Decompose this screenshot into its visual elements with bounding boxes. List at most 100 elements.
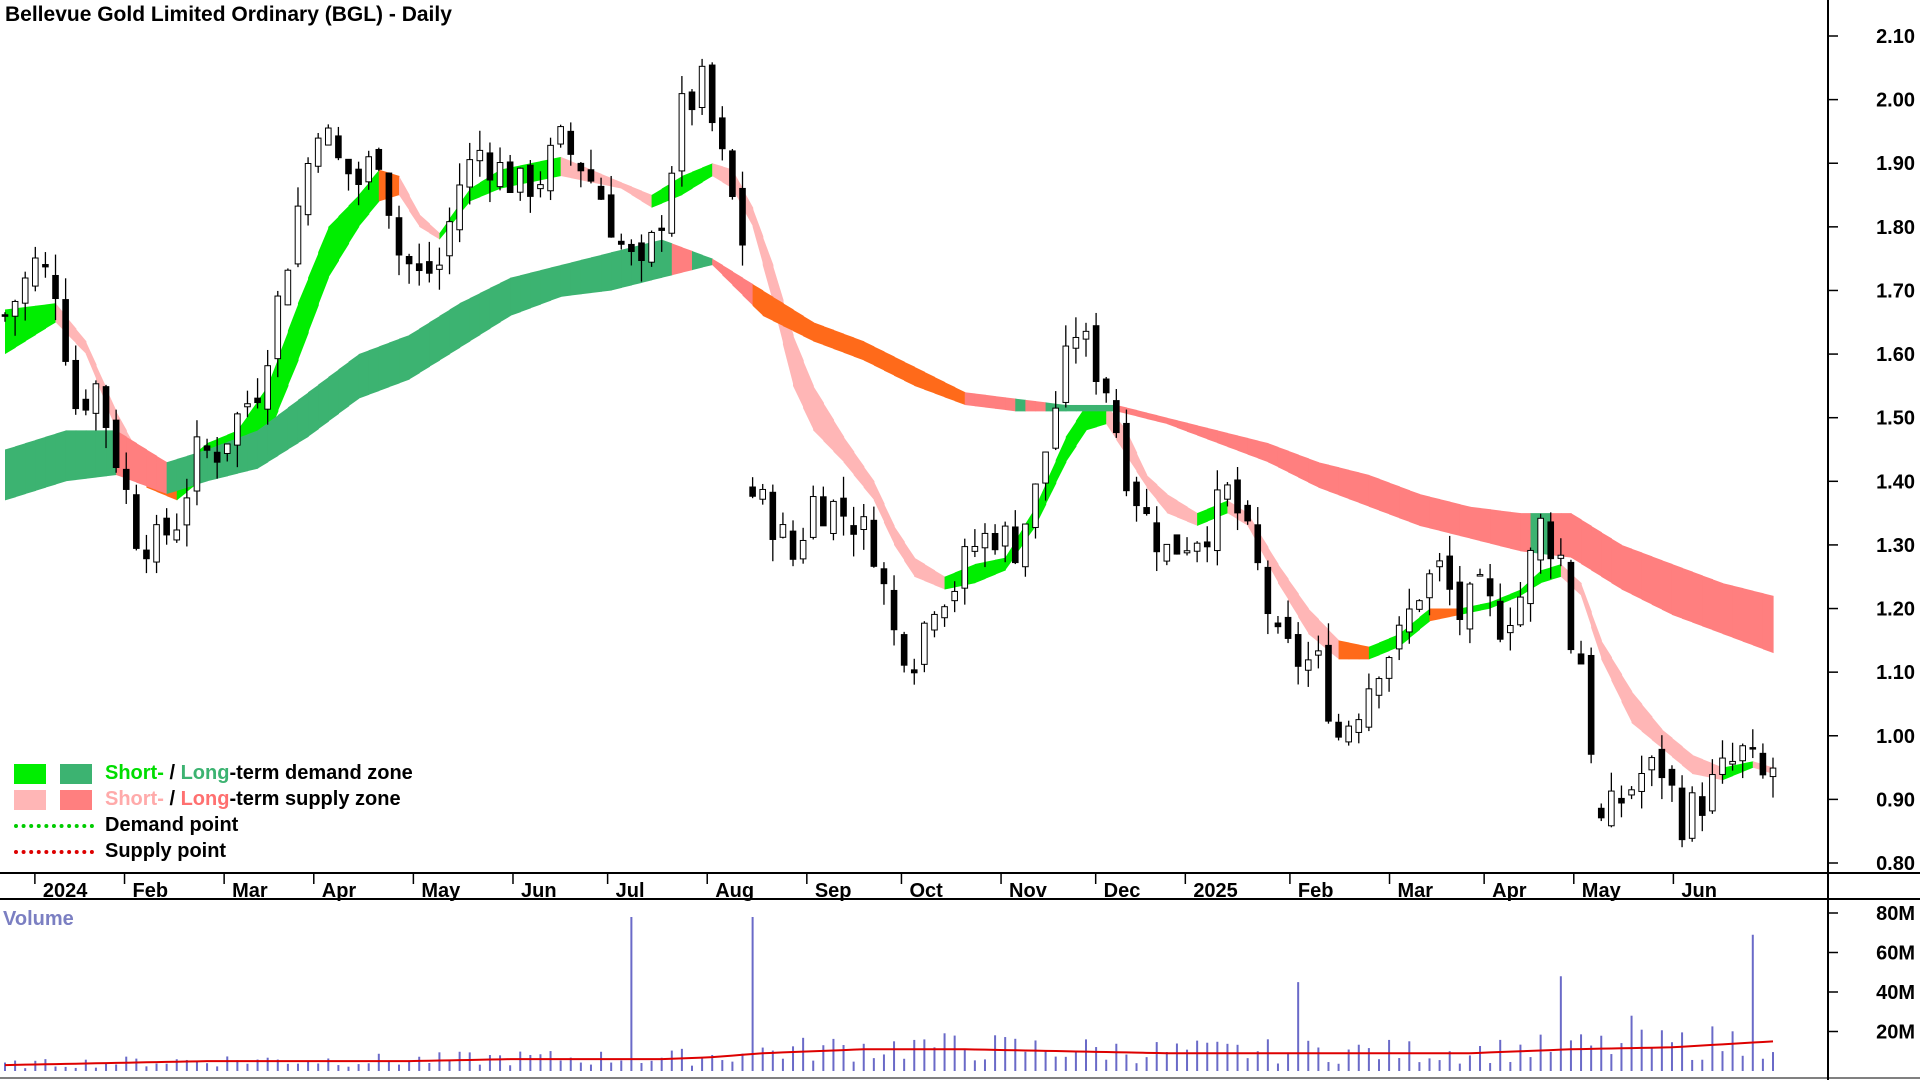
short-term-zone-segment: [873, 481, 885, 523]
candle-body: [597, 185, 605, 200]
long-term-zone-segment: [1692, 571, 1703, 627]
candle-body: [961, 546, 969, 589]
long-term-zone-segment: [691, 251, 703, 271]
candle-body: [1648, 757, 1656, 771]
short-term-zone-segment: [338, 205, 350, 261]
x-tick-label: Mar: [1398, 880, 1434, 902]
long-term-zone-segment: [55, 430, 67, 485]
long-term-zone-segment: [904, 361, 915, 386]
y-tick-label: 1.10: [1876, 662, 1915, 684]
candle-body: [1426, 573, 1433, 599]
long-term-zone-segment: [1490, 509, 1501, 547]
long-term-zone-segment: [308, 384, 319, 437]
long-term-zone-segment: [681, 247, 693, 273]
candle-body: [264, 365, 271, 410]
long-term-zone-segment: [550, 265, 562, 301]
long-term-zone-segment: [722, 265, 734, 286]
short-term-zone-segment: [1419, 608, 1431, 630]
short-term-zone-segment: [803, 360, 814, 431]
short-term-zone-segment: [793, 334, 804, 409]
y-tick-label: 0.90: [1876, 789, 1915, 811]
candle-body: [324, 127, 332, 146]
long-term-zone-segment: [1459, 504, 1471, 539]
candle-body: [1203, 541, 1211, 548]
long-term-zone-segment: [873, 346, 885, 371]
candle-body: [557, 126, 564, 145]
candle-body: [971, 545, 979, 552]
candle-body: [62, 299, 69, 362]
candle-body: [213, 451, 221, 463]
long-term-zone-segment: [388, 338, 400, 388]
candle-body: [203, 445, 211, 451]
y-tick-label: 1.50: [1876, 408, 1915, 430]
long-term-zone-segment: [1661, 560, 1673, 615]
candle-body: [1183, 550, 1191, 554]
long-term-zone-segment: [894, 356, 905, 381]
y-axis: 2.10 2.00 1.90 1.80 1.70 1.60 1.50 1.40 1.30 1.20…: [1828, 26, 1915, 875]
candle-body: [1729, 760, 1736, 765]
long-term-zone-segment: [1682, 567, 1693, 623]
candle-body: [880, 568, 888, 585]
candle-body: [1749, 747, 1757, 750]
short-term-zone-segment: [560, 156, 572, 179]
long-term-zone-segment: [1611, 538, 1623, 590]
short-term-zone-segment: [1601, 640, 1612, 681]
candle-body: [941, 606, 948, 619]
y-tick-label: 1.90: [1876, 153, 1915, 175]
candle-body: [759, 488, 767, 500]
candle-body: [1113, 400, 1120, 434]
legend-long-demand-text: Long: [180, 762, 230, 784]
long-term-zone-segment: [1510, 511, 1522, 552]
short-term-zone-segment: [469, 182, 481, 202]
short-term-zone-segment: [934, 570, 946, 590]
supply-point-line: [14, 850, 94, 854]
candle-body: [1719, 757, 1726, 775]
x-tick-label: Feb: [133, 880, 169, 902]
long-term-zone-segment: [459, 298, 471, 348]
candle-body: [234, 413, 241, 446]
candle-body: [547, 144, 554, 192]
candle-body: [173, 529, 181, 541]
short-term-zone-segment: [1692, 754, 1703, 777]
short-term-zone-segment: [1227, 500, 1239, 520]
candle-body: [1335, 721, 1342, 738]
candle-body: [648, 231, 655, 263]
long-term-zone-segment: [65, 430, 77, 482]
long-term-zone-segment: [914, 366, 925, 390]
long-term-zone-segment: [1227, 432, 1239, 451]
candle-body: [365, 156, 373, 183]
short-term-zone-segment: [1267, 547, 1279, 584]
candle-body: [567, 130, 575, 155]
candle-body: [294, 205, 302, 265]
long-term-zone-segment: [1035, 401, 1047, 412]
long-term-zone-segment: [45, 433, 57, 488]
candle-body: [1608, 790, 1615, 827]
candle-body: [870, 519, 878, 567]
short-term-zone-segment: [1631, 691, 1643, 732]
long-term-zone-segment: [853, 337, 865, 361]
candle-body: [809, 496, 817, 538]
long-term-zone-segment: [934, 376, 946, 398]
long-term-zone-segment: [752, 284, 764, 316]
y-tick-label: 0.80: [1876, 853, 1915, 875]
candle-body: [1456, 581, 1464, 621]
candle-body: [72, 359, 80, 410]
long-term-zone-segment: [1480, 508, 1491, 544]
zone-bands: [5, 156, 1774, 781]
x-tick-label: Aug: [715, 880, 754, 902]
volume-tick-label: 40M: [1876, 982, 1915, 1004]
x-tick-label: Jun: [1681, 880, 1717, 902]
candle-body: [688, 91, 696, 111]
short-term-zone-segment: [762, 236, 774, 304]
candle-body: [193, 436, 201, 492]
long-term-zone-segment: [1025, 399, 1037, 412]
x-tick-label: May: [421, 880, 461, 902]
long-term-zone-segment: [176, 455, 188, 491]
short-term-zone-segment: [984, 559, 996, 579]
long-term-zone-segment: [1762, 593, 1774, 654]
x-tick-label: Feb: [1298, 880, 1334, 902]
short-term-zone-segment: [974, 561, 986, 584]
short-term-zone-segment: [823, 402, 835, 452]
long-term-zone-segment: [661, 239, 673, 278]
long-term-zone-segment: [368, 346, 380, 395]
